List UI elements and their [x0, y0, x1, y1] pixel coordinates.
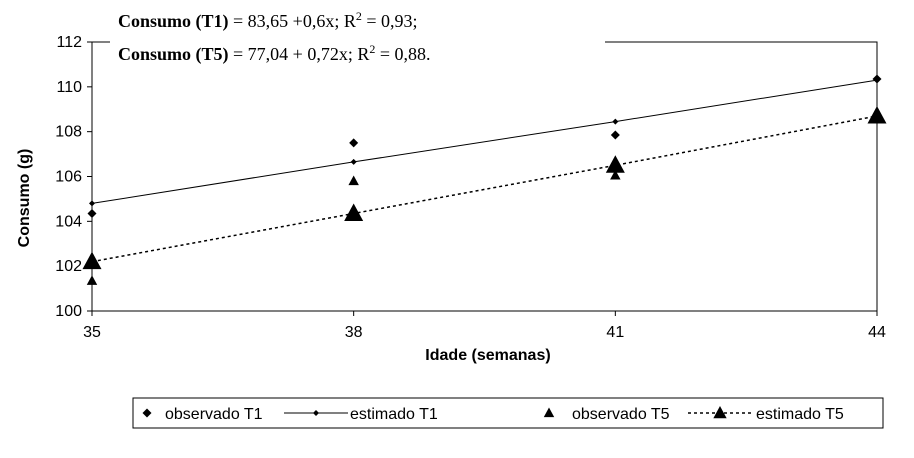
legend-item: estimado T5 — [688, 406, 844, 423]
data-point — [349, 138, 359, 148]
legend: observado T1 estimado T1 observado T5 estim… — [132, 397, 884, 429]
series-line — [91, 79, 878, 204]
y-tick-label: 110 — [56, 79, 82, 96]
equation-t1-tail: = 0,93; — [362, 11, 418, 31]
legend-item: estimado T1 — [284, 406, 438, 423]
data-point — [86, 275, 98, 285]
plot-frame — [92, 41, 878, 311]
y-tick-label: 100 — [55, 303, 82, 320]
series-line — [91, 115, 878, 263]
equation-t1-label: Consumo (T1) — [118, 11, 229, 32]
y-tick-label: 104 — [55, 213, 82, 230]
x-tick-label: 35 — [83, 324, 101, 341]
legend-box — [132, 397, 884, 429]
y-tick-label: 106 — [55, 169, 82, 186]
equation-t5: Consumo (T5) = 77,04 + 0,72x; R2 = 0,88. — [118, 42, 430, 65]
legend-marker — [313, 410, 319, 416]
y-ticks: 100 102 104 106 108 110 112 — [55, 34, 92, 320]
data-point — [867, 105, 887, 124]
legend-label: observado T5 — [572, 406, 670, 423]
equation-t5-text: = 77,04 + 0,72x; R — [229, 44, 370, 64]
y-axis-title: Consumo (g) — [16, 149, 33, 248]
data-point — [874, 77, 880, 84]
legend-label: estimado T1 — [350, 406, 438, 423]
series-observado-t1 — [87, 74, 882, 218]
equation-t1: Consumo (T1) = 83,65 +0,6x; R2 = 0,93; — [118, 9, 417, 32]
data-point — [610, 130, 620, 140]
series-estimado-t5 — [82, 105, 887, 270]
series-estimado-t1 — [89, 77, 880, 207]
data-point — [350, 158, 357, 165]
series-observado-t5 — [86, 109, 883, 285]
data-point — [610, 169, 621, 180]
equation-t1-sup: 2 — [356, 9, 362, 23]
x-axis-title: Idade (semanas) — [425, 347, 550, 364]
data-point — [612, 118, 619, 125]
legend-label: observado T1 — [165, 406, 263, 423]
series-layer — [82, 74, 887, 285]
legend-items: observado T1 estimado T1 observado T5 estim… — [142, 406, 844, 423]
legend-item: observado T5 — [543, 406, 670, 423]
x-ticks: 35 38 41 44 — [83, 311, 886, 341]
data-point — [348, 175, 359, 186]
y-tick-label: 112 — [56, 34, 82, 51]
x-tick-label: 38 — [345, 324, 363, 341]
x-tick-label: 41 — [606, 324, 624, 341]
legend-label: estimado T5 — [756, 406, 844, 423]
data-point — [82, 251, 102, 270]
legend-marker — [543, 407, 555, 418]
equation-t1-text: = 83,65 +0,6x; R — [229, 11, 356, 31]
equation-t5-tail: = 0,88. — [375, 44, 430, 64]
legend-item: observado T1 — [142, 406, 263, 423]
equation-background — [110, 2, 605, 70]
data-point — [605, 155, 625, 173]
data-point — [89, 200, 95, 207]
x-tick-label: 44 — [868, 324, 886, 341]
y-tick-label: 108 — [55, 124, 82, 141]
legend-marker — [142, 408, 152, 418]
y-tick-label: 102 — [55, 258, 82, 275]
data-point — [87, 208, 97, 218]
equation-t5-label: Consumo (T5) — [118, 44, 229, 65]
data-point — [344, 203, 364, 221]
equation-t5-sup: 2 — [369, 42, 375, 56]
legend-marker — [713, 406, 727, 419]
